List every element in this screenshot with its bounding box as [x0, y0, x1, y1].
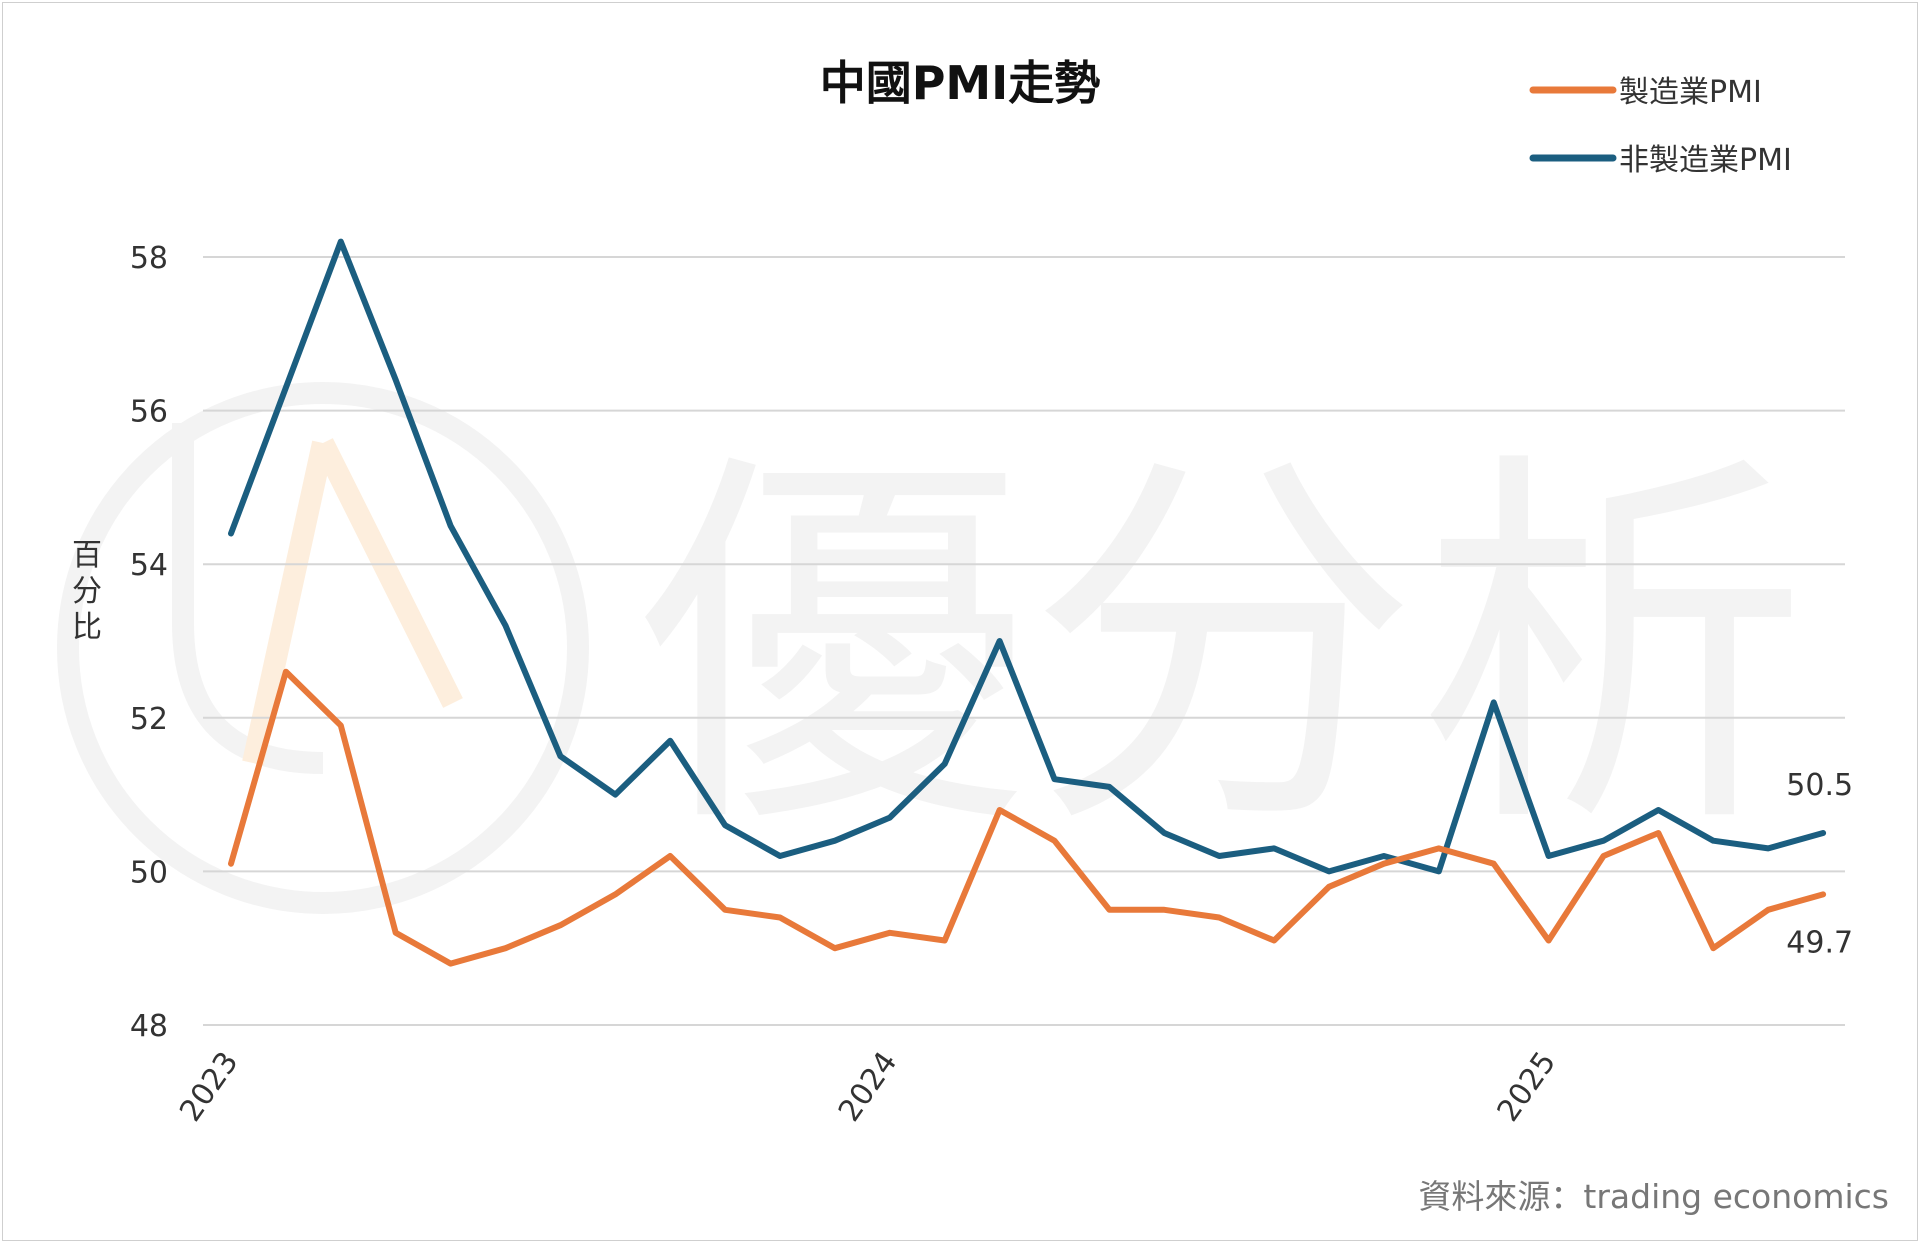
watermark-text: 優分析 — [638, 421, 1808, 875]
end-labels: 49.7 50.5 — [1786, 768, 1853, 960]
end-label-manufacturing: 49.7 — [1786, 925, 1853, 960]
y-tick-label-50: 50 — [130, 855, 168, 890]
grid — [203, 256, 1845, 1026]
legend-item-non-manufacturing: 非製造業PMI — [1529, 143, 1792, 178]
legend-item-manufacturing: 製造業PMI — [1529, 75, 1762, 110]
y-axis-label-char: 比 — [72, 610, 102, 645]
x-tick-label-2025: 2025 — [1491, 1046, 1563, 1129]
legend-label-manufacturing: 製造業PMI — [1619, 75, 1762, 110]
end-label-non-manufacturing: 50.5 — [1786, 768, 1853, 803]
source-note: 資料來源：trading economics — [1418, 1177, 1889, 1216]
y-tick-label-58: 58 — [130, 241, 168, 276]
y-axis-label-char: 分 — [72, 574, 102, 609]
y-tick-label-48: 48 — [130, 1009, 168, 1044]
legend: 製造業PMI 非製造業PMI — [1529, 75, 1792, 178]
series-line-non-manufacturing — [228, 238, 1827, 875]
y-axis-label: 百分比 — [72, 538, 102, 645]
watermark-logo-right-stroke — [242, 438, 463, 766]
legend-label-non-manufacturing: 非製造業PMI — [1619, 143, 1792, 178]
series-lines — [228, 238, 1827, 967]
x-tick-label-2024: 2024 — [832, 1046, 904, 1129]
y-tick-label-54: 54 — [130, 548, 168, 583]
chart-svg: 優分析 48 50 52 54 56 58 2023 2024 2025 49.7 50.5 中… — [57, 56, 1889, 1216]
series-line-manufacturing — [228, 668, 1827, 967]
y-tick-label-56: 56 — [130, 395, 168, 430]
y-tick-label-52: 52 — [130, 702, 168, 737]
y-axis-label-char: 百 — [72, 538, 102, 573]
x-tick-label-2023: 2023 — [173, 1046, 245, 1129]
watermark: 優分析 — [57, 382, 1808, 914]
x-axis-ticks: 2023 2024 2025 — [173, 1046, 1563, 1129]
chart-title: 中國PMI走勢 — [820, 56, 1101, 110]
watermark-logo-left-stroke — [172, 423, 324, 774]
watermark-logo-ring — [57, 382, 589, 914]
y-axis-ticks: 48 50 52 54 56 58 — [130, 241, 168, 1044]
